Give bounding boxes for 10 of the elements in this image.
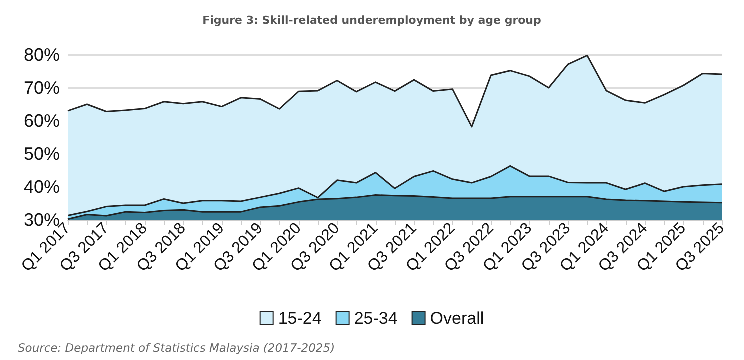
- chart-title: Figure 3: Skill-related underemployment by age group: [202, 14, 542, 27]
- y-tick-label: 70%: [24, 78, 60, 98]
- y-tick-label: 50%: [24, 144, 60, 164]
- source-note: Source: Department of Statistics Malaysia (2017-2025): [18, 341, 336, 355]
- y-tick-label: 80%: [24, 45, 60, 65]
- legend-label: Overall: [430, 309, 484, 328]
- y-tick-label: 60%: [24, 111, 60, 131]
- y-tick-label: 40%: [24, 177, 60, 197]
- legend-label: 15-24: [278, 309, 322, 328]
- legend-label: 25-34: [354, 309, 398, 328]
